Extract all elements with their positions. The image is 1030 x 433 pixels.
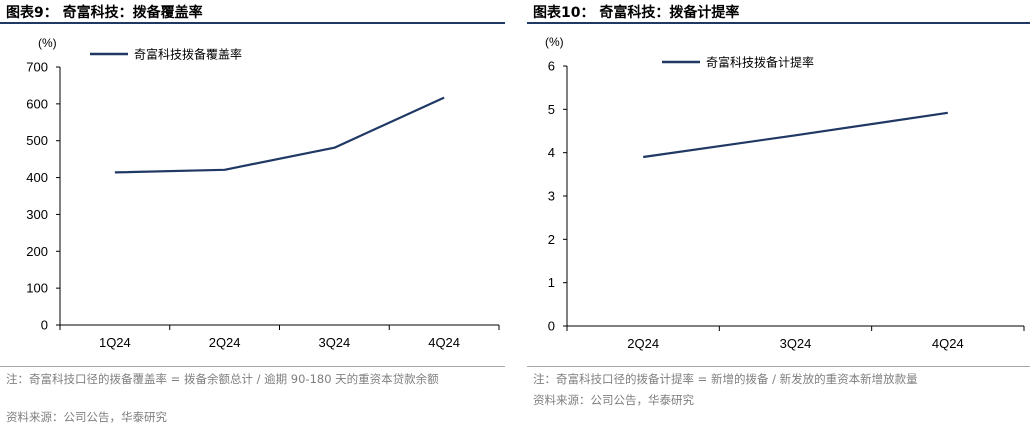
y-tick-label: 700 (26, 60, 48, 75)
y-tick-label: 100 (26, 281, 48, 296)
y-tick-label: 400 (26, 170, 48, 185)
line-chart-provision-rate: (%) 0 1 2 3 4 5 6 2Q24 3Q24 4Q24 奇富科技拨备计提率 (545, 35, 1025, 351)
chart-source: 资料来源：公司公告，华泰研究 (533, 393, 694, 407)
y-tick-label: 6 (548, 59, 555, 74)
chart-panel-right: 图表10： 奇富科技：拨备计提率 (%) 0 1 2 3 4 5 6 2Q24 3Q24 4Q24 奇… (527, 0, 1030, 433)
chart-title: 图表9： 奇富科技：拨备覆盖率 (6, 5, 203, 21)
y-tick-label: 0 (41, 318, 48, 333)
chart-note: 注：奇富科技口径的拨备计提率 = 新增的拨备 / 新发放的重资本新增放款量 (533, 372, 918, 386)
y-tick-label: 300 (26, 207, 48, 222)
chart-title: 图表10： 奇富科技：拨备计提率 (533, 5, 740, 21)
chart-panel-left: 图表9： 奇富科技：拨备覆盖率 (%) 0 100 200 300 400 500 600 70… (0, 0, 505, 433)
y-tick-label: 4 (548, 145, 555, 160)
title-rule (0, 22, 505, 24)
title-rule (527, 22, 1030, 24)
x-tick-label: 4Q24 (932, 336, 964, 351)
y-axis-unit: (%) (38, 36, 57, 50)
x-tick-label: 2Q24 (627, 336, 659, 351)
chart-note: 注：奇富科技口径的拨备覆盖率 = 拨备余额总计 / 逾期 90-180 天的重资… (6, 372, 439, 386)
y-tick-label: 500 (26, 133, 48, 148)
x-tick-label: 1Q24 (99, 335, 131, 350)
x-tick-label: 2Q24 (209, 335, 241, 350)
y-tick-label: 3 (548, 189, 555, 204)
legend-label: 奇富科技拨备覆盖率 (134, 47, 242, 62)
y-tick-label: 1 (548, 275, 555, 290)
x-tick-label: 4Q24 (428, 335, 460, 350)
y-tick-label: 600 (26, 96, 48, 111)
series-line (643, 111, 948, 159)
chart-source: 资料来源：公司公告，华泰研究 (6, 410, 167, 424)
y-axis-unit: (%) (545, 35, 564, 49)
x-tick-label: 3Q24 (780, 336, 812, 351)
series-line (114, 96, 445, 174)
y-tick-label: 200 (26, 244, 48, 259)
note-rule (527, 366, 1030, 367)
y-tick-label: 2 (548, 232, 555, 247)
note-rule (0, 366, 505, 367)
y-tick-label: 0 (548, 319, 555, 334)
x-tick-label: 3Q24 (318, 335, 350, 350)
legend-label: 奇富科技拨备计提率 (706, 55, 814, 70)
line-chart-coverage: (%) 0 100 200 300 400 500 600 700 1Q24 2Q24 3Q24 4Q2… (26, 36, 500, 350)
y-tick-label: 5 (548, 102, 555, 117)
